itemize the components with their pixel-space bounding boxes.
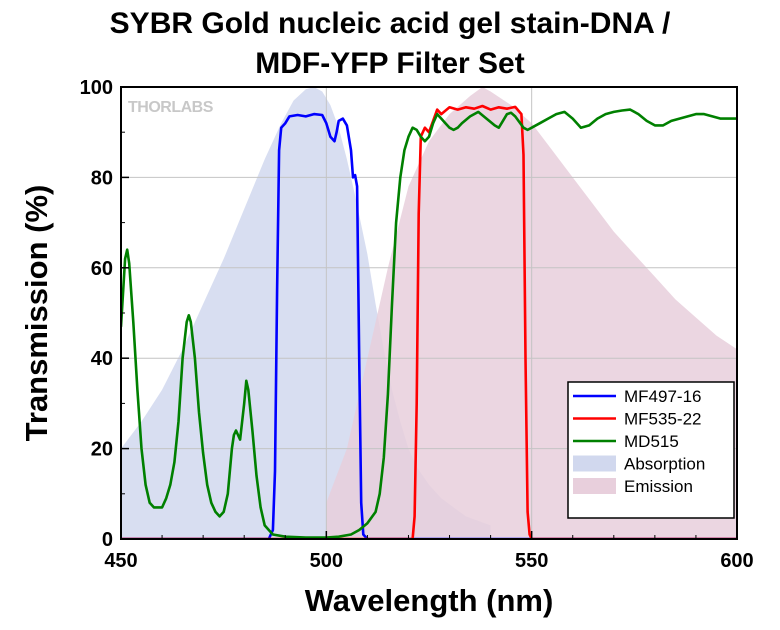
y-tick-label-80: 80 — [91, 167, 113, 189]
legend-swatch-absorption — [573, 455, 616, 472]
chart-title-line-2: MDF-YFP Filter Set — [255, 47, 525, 80]
series-line-mf497-16 — [121, 112, 737, 539]
x-tick-label-500: 500 — [310, 550, 343, 572]
legend-label-mf535-22: MF535-22 — [624, 410, 701, 429]
x-tick-label-600: 600 — [720, 550, 753, 572]
legend: MF497-16 MF535-22 MD515 Absorption Emission — [567, 381, 735, 519]
y-tick-label-20: 20 — [91, 439, 113, 461]
y-tick-label-60: 60 — [91, 258, 113, 280]
y-tick-label-0: 0 — [102, 529, 113, 551]
legend-label-absorption: Absorption — [624, 455, 705, 474]
y-tick-label-40: 40 — [91, 348, 113, 370]
legend-swatch-emission — [573, 478, 616, 494]
y-tick-label-100: 100 — [80, 77, 113, 99]
x-axis-title: Wavelength (nm) — [305, 583, 554, 618]
series-line-mf535-22 — [121, 104, 737, 539]
legend-label-mf497-16: MF497-16 — [624, 387, 701, 406]
chart-title: SYBR Gold nucleic acid gel stain-DNA / M… — [0, 4, 780, 84]
legend-label-emission: Emission — [624, 477, 693, 496]
series-line-md515 — [121, 108, 737, 539]
ticks-layer: 450 500 550 600 0 20 40 60 80 100 — [80, 77, 754, 572]
grid-layer — [121, 87, 737, 539]
brand-watermark: THORLABS — [128, 99, 214, 116]
x-tick-label-550: 550 — [515, 550, 548, 572]
legend-label-md515: MD515 — [624, 432, 679, 451]
y-axis-title: Transmission (%) — [19, 185, 54, 442]
legend-box — [567, 381, 735, 519]
x-tick-label-450: 450 — [104, 550, 137, 572]
chart-title-line-1: SYBR Gold nucleic acid gel stain-DNA / — [109, 7, 671, 40]
lines-layer — [121, 104, 737, 539]
